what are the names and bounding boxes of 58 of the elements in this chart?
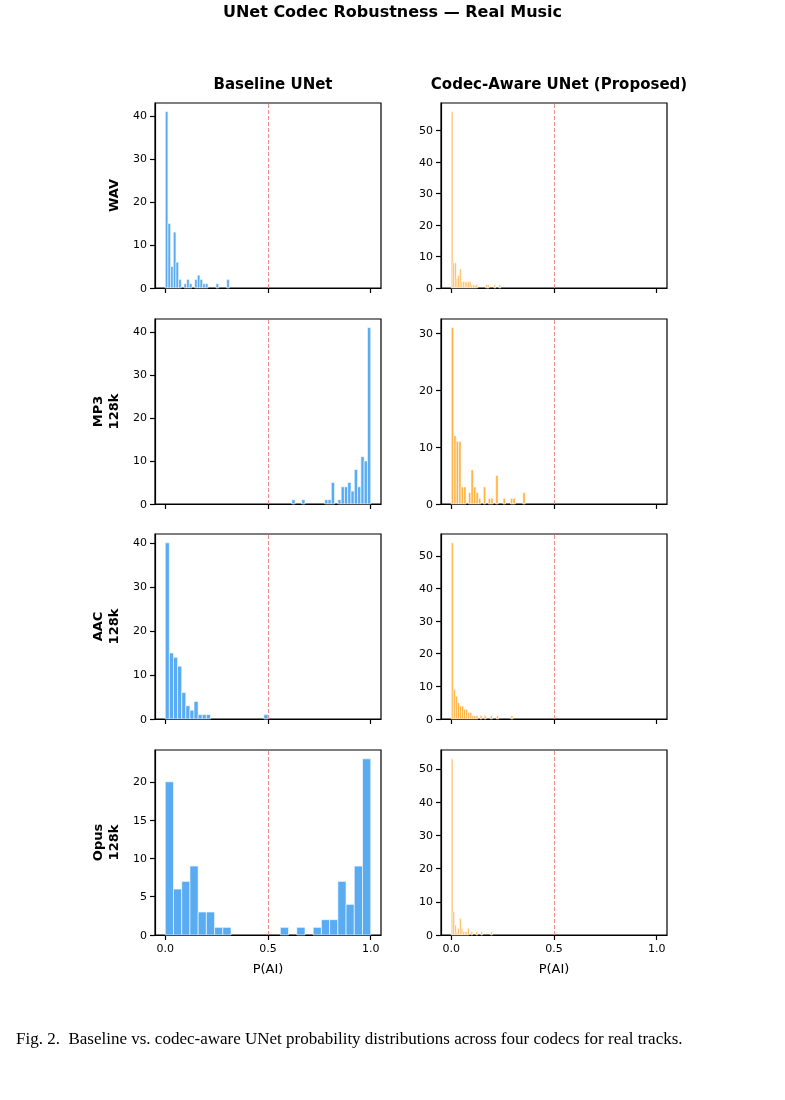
y-tick-label: 40 (133, 325, 147, 339)
y-tick-label: 40 (419, 795, 433, 809)
y-tick-label: 20 (419, 383, 433, 397)
text: UNet Codec Robustness — Real Music (221, 2, 564, 21)
y-tick-label: 5 (140, 890, 147, 904)
y-tick-label: 10 (419, 679, 433, 693)
y-tick-label: 20 (133, 411, 147, 425)
y-tick-label: 20 (133, 624, 147, 638)
y-tick-label: 0 (426, 928, 433, 942)
y-tick-label: 30 (419, 828, 433, 842)
y-tick-label: 0 (140, 712, 147, 726)
y-tick-label: 40 (133, 109, 147, 123)
y-tick-label: 0 (140, 928, 147, 942)
y-tick-label: 15 (133, 813, 147, 827)
y-tick-label: 40 (419, 581, 433, 595)
y-tick-label: 30 (133, 580, 147, 594)
x-tick-label: 0.0 (156, 942, 175, 955)
y-tick-label: 20 (419, 862, 433, 876)
y-tick-label: 0 (426, 712, 433, 726)
y-tick-label: 30 (133, 152, 147, 166)
x-tick-label: 0.5 (545, 942, 563, 955)
y-tick-label: 10 (133, 851, 147, 865)
x-axis-title: P(AI) (538, 961, 570, 976)
y-tick-label: 20 (419, 647, 433, 661)
y-tick-label: 0 (140, 497, 147, 511)
y-tick-label: 10 (133, 454, 147, 468)
y-tick-label: 20 (133, 195, 147, 209)
y-axis-title: WAV (105, 179, 121, 212)
y-tick-label: 30 (133, 368, 147, 382)
y-tick-label: 0 (426, 497, 433, 511)
y-tick-label: 50 (419, 762, 433, 776)
y-tick-label: 20 (133, 775, 147, 789)
y-tick-label: 10 (419, 440, 433, 454)
y-axis-title: Opus 128k (89, 823, 121, 862)
y-tick-label: 20 (419, 218, 433, 232)
y-axis-title: MP3 128k (89, 393, 121, 430)
y-tick-label: 30 (419, 326, 433, 340)
y-tick-label: 0 (140, 281, 147, 295)
y-tick-label: 0 (426, 281, 433, 295)
chart-title: Baseline UNet (213, 74, 333, 93)
y-tick-label: 10 (419, 250, 433, 264)
x-tick-label: 0.5 (259, 942, 277, 955)
y-tick-label: 30 (419, 187, 433, 201)
y-tick-label: 10 (133, 668, 147, 682)
x-axis-title: P(AI) (252, 961, 284, 976)
chart-title: Codec-Aware UNet (Proposed) (430, 74, 688, 93)
x-tick-label: 0.0 (442, 942, 461, 955)
caption: Fig. 2. Baseline vs. codec-aware UNet probability distributions across four codecs for real tracks. (16, 1028, 684, 1050)
y-axis-title: AAC 128k (89, 608, 121, 645)
y-tick-label: 50 (419, 124, 433, 138)
x-tick-label: 1.0 (361, 942, 380, 955)
y-tick-label: 10 (133, 238, 147, 252)
y-tick-label: 40 (419, 155, 433, 169)
y-tick-label: 50 (419, 549, 433, 563)
y-tick-label: 30 (419, 614, 433, 628)
y-tick-label: 10 (419, 895, 433, 909)
x-tick-label: 1.0 (647, 942, 666, 955)
y-tick-label: 40 (133, 536, 147, 550)
